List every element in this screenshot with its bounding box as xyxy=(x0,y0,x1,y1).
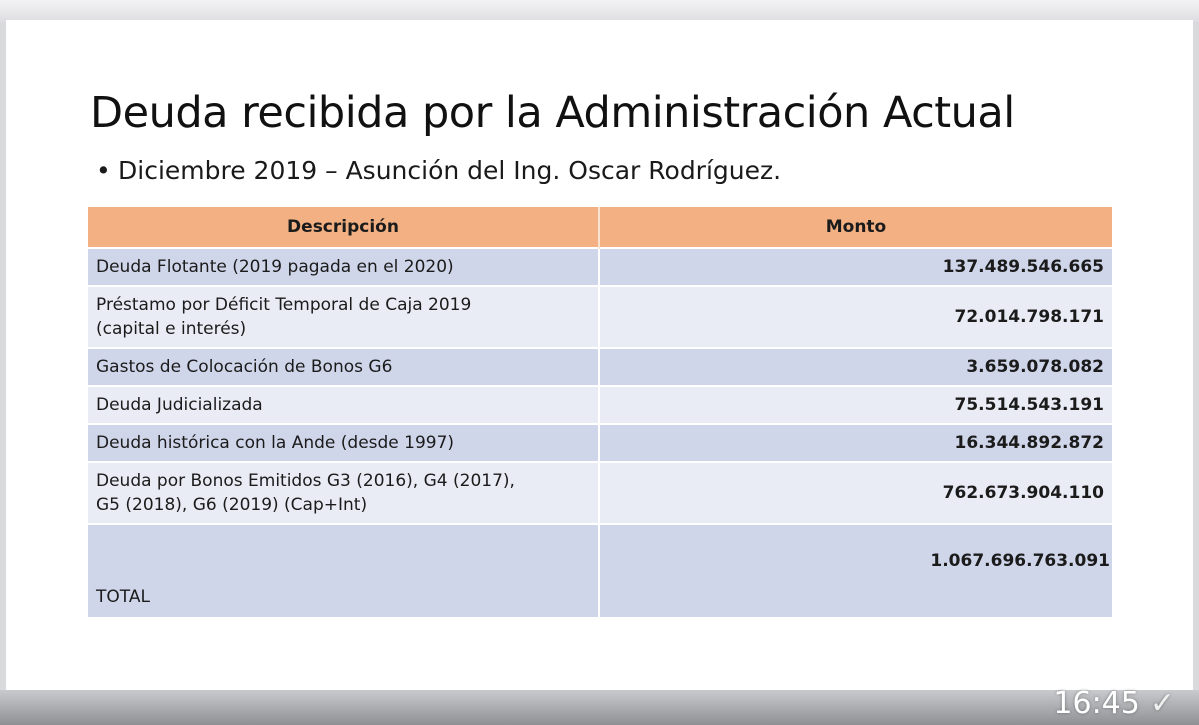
slide-subtitle: • Diciembre 2019 – Asunción del Ing. Osca… xyxy=(96,156,781,185)
subtitle-text: Diciembre 2019 – Asunción del Ing. Oscar… xyxy=(118,156,782,185)
table-row: Préstamo por Déficit Temporal de Caja 20… xyxy=(88,285,1112,348)
row-description: Gastos de Colocación de Bonos G6 xyxy=(88,347,600,386)
table-header-row: Descripción Monto xyxy=(88,207,1112,248)
table-row: Deuda Flotante (2019 pagada en el 2020) … xyxy=(88,247,1112,286)
row-description: Deuda Judicializada xyxy=(88,385,600,424)
row-description-line: G5 (2018), G6 (2019) (Cap+Int) xyxy=(96,495,368,515)
message-timestamp: 16:45 ✓ xyxy=(1053,686,1175,721)
check-icon: ✓ xyxy=(1149,686,1175,721)
slide-title: Deuda recibida por la Administración Act… xyxy=(90,88,1015,138)
header-amount: Monto xyxy=(599,207,1112,248)
table-row: Gastos de Colocación de Bonos G6 3.659.0… xyxy=(88,347,1112,386)
timestamp-text: 16:45 xyxy=(1053,686,1140,721)
bullet-icon: • xyxy=(96,156,111,185)
row-amount: 137.489.546.665 xyxy=(599,247,1112,286)
row-description: Deuda Flotante (2019 pagada en el 2020) xyxy=(88,247,600,286)
bottom-frame xyxy=(0,690,1199,725)
row-description: Deuda histórica con la Ande (desde 1997) xyxy=(88,423,600,462)
row-description-line: Deuda histórica con la Ande (desde 1997) xyxy=(96,433,455,453)
table-row: Deuda histórica con la Ande (desde 1997)… xyxy=(88,423,1112,462)
row-amount: 3.659.078.082 xyxy=(599,347,1112,386)
table-row: Deuda por Bonos Emitidos G3 (2016), G4 (… xyxy=(88,461,1112,524)
row-description-line: Deuda Flotante (2019 pagada en el 2020) xyxy=(96,257,454,277)
top-frame xyxy=(0,0,1199,22)
row-amount: 16.344.892.872 xyxy=(599,423,1112,462)
total-label: TOTAL xyxy=(88,523,600,617)
row-description-line: Deuda por Bonos Emitidos G3 (2016), G4 (… xyxy=(96,471,515,491)
row-description: Préstamo por Déficit Temporal de Caja 20… xyxy=(88,285,600,348)
row-description-line: Préstamo por Déficit Temporal de Caja 20… xyxy=(96,295,472,315)
debt-table: Descripción Monto Deuda Flotante (2019 p… xyxy=(88,207,1112,617)
table-total-row: TOTAL 1.067.696.763.091 xyxy=(88,523,1112,617)
header-description: Descripción xyxy=(88,207,600,248)
row-amount: 75.514.543.191 xyxy=(599,385,1112,424)
row-description-line: Deuda Judicializada xyxy=(96,395,263,415)
row-description-line: (capital e interés) xyxy=(96,319,247,339)
table-row: Deuda Judicializada 75.514.543.191 xyxy=(88,385,1112,424)
row-amount: 762.673.904.110 xyxy=(599,461,1112,524)
row-description: Deuda por Bonos Emitidos G3 (2016), G4 (… xyxy=(88,461,600,524)
row-description-line: Gastos de Colocación de Bonos G6 xyxy=(96,357,393,377)
row-amount: 72.014.798.171 xyxy=(599,285,1112,348)
total-amount: 1.067.696.763.091 xyxy=(599,523,1112,617)
